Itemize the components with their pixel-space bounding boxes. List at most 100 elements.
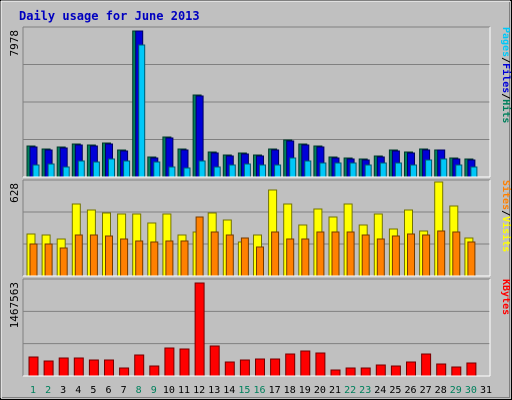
visits-bar-sites-day-15 bbox=[240, 237, 249, 277]
visits-bar-sites-day-18 bbox=[286, 238, 295, 277]
x-tick-label-day-5: 5 bbox=[90, 385, 96, 396]
visits-bar-sites-day-16 bbox=[256, 246, 264, 277]
visits-bar-sites-day-21 bbox=[331, 231, 340, 277]
kbytes-bar-kbytes-day-25 bbox=[390, 365, 401, 377]
hits-bar-pages-day-9 bbox=[153, 161, 161, 178]
visits-bar-sites-day-30 bbox=[467, 241, 476, 277]
chart-title: Daily usage for June 2013 bbox=[19, 9, 200, 23]
kbytes-bar-kbytes-day-19 bbox=[300, 350, 311, 377]
hits-bar-pages-day-23 bbox=[364, 164, 372, 178]
visits-bar-sites-day-9 bbox=[150, 241, 159, 277]
visits-right-label: Sites/Visits bbox=[500, 180, 512, 252]
hits-bar-pages-day-10 bbox=[168, 166, 176, 178]
visits-ymax-label: 628 bbox=[8, 183, 21, 203]
x-tick-label-day-29: 29 bbox=[450, 385, 462, 396]
visits-legend-visits: Visits bbox=[500, 216, 512, 252]
visits-bar-sites-day-22 bbox=[346, 231, 355, 277]
kbytes-bar-kbytes-day-5 bbox=[88, 359, 99, 377]
hits-bar-pages-day-25 bbox=[394, 162, 402, 178]
kbytes-bar-kbytes-day-26 bbox=[406, 361, 416, 377]
kbytes-bar-kbytes-day-20 bbox=[315, 352, 326, 377]
x-tick-label-day-1: 1 bbox=[30, 385, 36, 396]
visits-bar-sites-day-6 bbox=[105, 235, 113, 277]
kbytes-bar-kbytes-day-16 bbox=[255, 358, 265, 377]
hits-bar-pages-day-14 bbox=[228, 164, 236, 178]
x-tick-label-day-25: 25 bbox=[389, 385, 401, 396]
visits-bar-sites-day-1 bbox=[29, 243, 38, 277]
hits-bar-pages-day-27 bbox=[425, 159, 433, 178]
hits-bar-pages-day-26 bbox=[410, 164, 417, 178]
hits-legend-separator: / bbox=[500, 57, 511, 63]
kbytes-right-label: KBytes bbox=[500, 279, 511, 315]
kbytes-bar-kbytes-day-22 bbox=[345, 367, 356, 377]
hits-bar-pages-day-2 bbox=[47, 163, 55, 178]
x-tick-label-day-19: 19 bbox=[299, 385, 311, 396]
kbytes-bar-kbytes-day-12 bbox=[194, 282, 205, 377]
x-tick-label-day-15: 15 bbox=[238, 385, 250, 396]
kbytes-panel: 1467563 KBytes bbox=[8, 278, 511, 377]
kbytes-bar-kbytes-day-4 bbox=[73, 357, 84, 377]
x-tick-label-day-24: 24 bbox=[374, 385, 386, 396]
x-tick-label-day-16: 16 bbox=[253, 385, 265, 396]
x-tick-label-day-20: 20 bbox=[314, 385, 326, 396]
kbytes-bar-kbytes-day-3 bbox=[58, 357, 69, 377]
kbytes-bar-kbytes-day-15 bbox=[239, 359, 250, 377]
visits-bar-sites-day-27 bbox=[422, 234, 431, 277]
hits-bar-pages-day-15 bbox=[243, 163, 251, 178]
hits-bar-pages-day-11 bbox=[183, 167, 191, 178]
hits-bar-pages-day-18 bbox=[289, 157, 297, 178]
hits-bar-pages-day-12 bbox=[198, 160, 206, 178]
kbytes-bar-kbytes-day-14 bbox=[224, 361, 235, 377]
hits-bar-pages-day-19 bbox=[304, 160, 312, 178]
visits-panel: 628 Sites/Visits bbox=[8, 179, 512, 277]
visits-bar-sites-day-4 bbox=[74, 234, 83, 277]
x-tick-label-day-4: 4 bbox=[75, 385, 81, 396]
x-tick-label-day-8: 8 bbox=[136, 385, 142, 396]
kbytes-ymax-label: 1467563 bbox=[8, 282, 21, 328]
x-tick-label-day-26: 26 bbox=[404, 385, 416, 396]
x-tick-label-day-2: 2 bbox=[45, 385, 51, 396]
visits-bar-sites-day-7 bbox=[120, 238, 129, 277]
hits-bar-pages-day-3 bbox=[62, 166, 70, 178]
kbytes-bar-kbytes-day-18 bbox=[285, 353, 296, 377]
visits-bar-sites-day-17 bbox=[271, 231, 280, 277]
hits-legend-separator: / bbox=[500, 93, 511, 99]
visits-bar-sites-day-10 bbox=[165, 240, 174, 277]
hits-ymax-label: 7978 bbox=[8, 30, 21, 57]
hits-bar-pages-day-21 bbox=[334, 162, 342, 178]
visits-bar-sites-day-11 bbox=[180, 240, 189, 277]
visits-bar-sites-day-29 bbox=[452, 231, 461, 277]
hits-bar-pages-day-16 bbox=[259, 164, 266, 178]
visits-bar-sites-day-13 bbox=[210, 231, 219, 277]
x-tick-label-day-28: 28 bbox=[435, 385, 447, 396]
hits-legend-files: Files bbox=[500, 63, 512, 93]
x-tick-label-day-13: 13 bbox=[208, 385, 220, 396]
visits-bar-sites-day-14 bbox=[225, 234, 234, 277]
kbytes-bar-kbytes-day-28 bbox=[436, 363, 447, 377]
x-tick-label-day-3: 3 bbox=[60, 385, 66, 396]
x-tick-label-day-12: 12 bbox=[193, 385, 205, 396]
kbytes-bar-kbytes-day-11 bbox=[179, 348, 190, 377]
hits-bar-pages-day-24 bbox=[379, 162, 387, 178]
hits-bar-pages-day-5 bbox=[92, 161, 100, 178]
visits-bar-sites-day-3 bbox=[59, 247, 68, 277]
hits-legend-hits: Hits bbox=[500, 99, 512, 123]
kbytes-bar-kbytes-day-27 bbox=[421, 353, 432, 377]
kbytes-bar-kbytes-day-10 bbox=[164, 347, 175, 377]
visits-bar-sites-day-12 bbox=[195, 216, 204, 277]
hits-legend-pages: Pages bbox=[500, 27, 511, 57]
kbytes-bar-kbytes-day-7 bbox=[119, 367, 130, 377]
hits-bar-pages-day-7 bbox=[123, 160, 131, 178]
kbytes-bar-kbytes-day-2 bbox=[43, 360, 54, 377]
x-axis-labels: 1 2 3 4 5 6 7 8 9 10 11 12 13 14 15 16 17 18 19 20 21 22 23 24 2… bbox=[30, 385, 492, 396]
hits-panel: 7978 Pages/Files/Hits bbox=[8, 26, 512, 178]
x-tick-label-day-22: 22 bbox=[344, 385, 356, 396]
kbytes-bar-kbytes-day-24 bbox=[375, 364, 386, 377]
visits-bar-sites-day-28 bbox=[437, 230, 446, 277]
kbytes-bar-kbytes-day-1 bbox=[28, 356, 39, 377]
x-tick-label-day-23: 23 bbox=[359, 385, 371, 396]
hits-bar-pages-day-13 bbox=[213, 166, 221, 178]
hits-bar-pages-day-8 bbox=[138, 44, 146, 178]
x-tick-label-day-18: 18 bbox=[284, 385, 296, 396]
